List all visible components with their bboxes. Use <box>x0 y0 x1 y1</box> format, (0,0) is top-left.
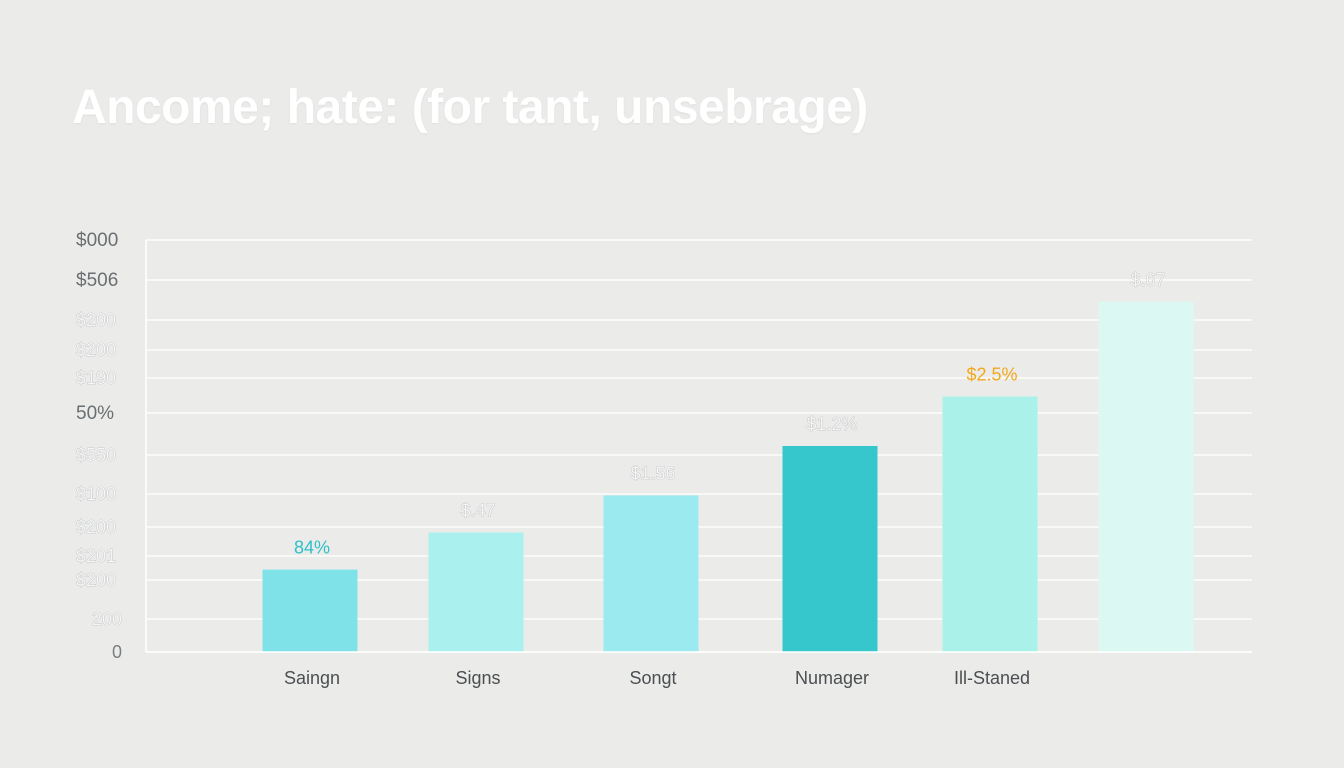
y-tick-label: 0 <box>112 642 122 662</box>
data-labels: 84% $.47 $1.56 $1.2% $2.5% $.67 <box>294 269 1166 558</box>
y-tick-label: $200 <box>76 310 116 330</box>
data-label: $.47 <box>460 501 495 521</box>
chart-title: Ancome; hate: (for tant, unsebrage) <box>72 81 868 134</box>
bars <box>262 301 1194 652</box>
bar <box>428 532 524 652</box>
gridlines <box>146 239 1252 653</box>
category-label: Saingn <box>284 668 340 688</box>
y-tick-label: $000 <box>76 230 118 251</box>
axes <box>145 240 1252 653</box>
y-tick-label: $200 <box>76 570 116 590</box>
category-label: Signs <box>455 668 500 688</box>
category-label: Numager <box>795 668 869 688</box>
bar <box>782 446 878 652</box>
data-label: $1.56 <box>630 463 675 483</box>
y-tick-label: $190 <box>76 368 116 388</box>
x-axis-labels: Saingn Signs Songt Numager Ill-Staned <box>284 668 1030 688</box>
y-tick-label: $550 <box>76 445 116 465</box>
data-label: $.67 <box>1130 270 1165 290</box>
y-tick-label: $506 <box>76 270 118 291</box>
y-tick-label: 50% <box>76 403 114 424</box>
category-label: Songt <box>629 668 676 688</box>
bar <box>942 396 1038 652</box>
data-label: 84% <box>294 538 330 558</box>
y-axis-ticks: $000 $506 $200 $200 $190 50% $550 $100 $200 $201 $… <box>76 230 123 662</box>
bar <box>603 495 699 652</box>
data-label: $1.2% <box>806 414 857 434</box>
category-label: Ill-Staned <box>954 668 1030 688</box>
y-tick-label: $100 <box>76 484 116 504</box>
y-tick-label: $200 <box>76 340 116 360</box>
y-tick-label: $200 <box>76 517 116 537</box>
y-tick-label: $201 <box>76 546 116 566</box>
bar <box>262 569 358 652</box>
bar <box>1098 301 1194 652</box>
y-tick-label: 200 <box>92 609 122 629</box>
data-label: $2.5% <box>966 365 1017 385</box>
